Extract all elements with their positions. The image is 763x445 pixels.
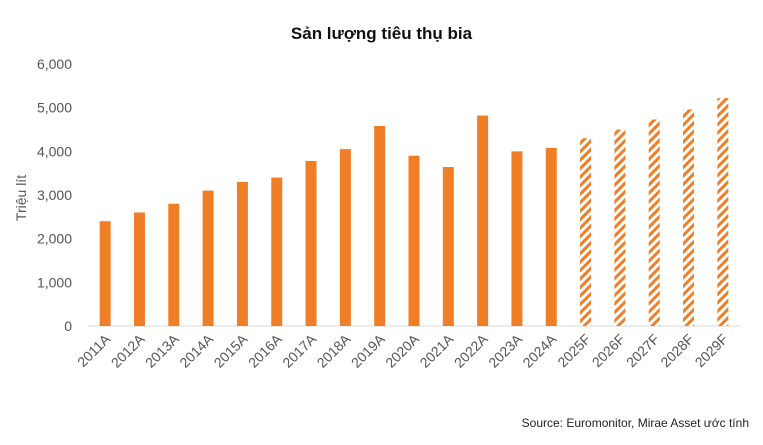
source-note: Source: Euromonitor, Mirae Asset ước tín… — [521, 416, 749, 430]
x-tick-label: 2026F — [589, 331, 628, 370]
bar-2017A — [305, 160, 317, 326]
x-tick-label: 2025F — [554, 331, 593, 370]
bar-2014A — [202, 190, 214, 326]
x-tick-label: 2015A — [211, 330, 251, 370]
y-tick-label: 4,000 — [37, 143, 72, 159]
bar-2018A — [339, 149, 351, 326]
x-tick-label: 2016A — [245, 330, 285, 370]
bar-2020A — [408, 155, 420, 326]
x-tick-label: 2022A — [451, 330, 491, 370]
y-tick-label: 5,000 — [37, 100, 72, 116]
x-tick-label: 2029F — [692, 331, 731, 370]
x-tick-label: 2011A — [74, 330, 114, 370]
x-tick-label: 2017A — [279, 330, 319, 370]
bar-2021A — [442, 167, 454, 326]
bar-2013A — [168, 203, 180, 326]
bar-forecast-2029F — [717, 98, 729, 326]
x-tick-label: 2013A — [142, 330, 182, 370]
y-tick-label: 6,000 — [37, 56, 72, 72]
bar-forecast-2025F — [580, 138, 592, 326]
chart-title: Sản lượng tiêu thụ bia — [290, 24, 473, 43]
x-tick-label: 2012A — [108, 330, 148, 370]
bar-forecast-2027F — [648, 119, 660, 326]
x-tick-label: 2021A — [416, 330, 456, 370]
bar-2015A — [236, 181, 248, 326]
x-tick-label: 2027F — [623, 331, 662, 370]
x-tick-label: 2020A — [382, 330, 422, 370]
x-tick-label: 2024A — [519, 330, 559, 370]
bar-2016A — [271, 177, 283, 326]
bar-2011A — [99, 221, 111, 326]
x-tick-label: 2023A — [485, 330, 525, 370]
bar-2022A — [477, 115, 489, 326]
bar-forecast-2028F — [683, 109, 695, 326]
x-tick-label: 2019A — [348, 330, 388, 370]
y-tick-label: 3,000 — [37, 187, 72, 203]
x-tick-label: 2014A — [176, 330, 216, 370]
y-tick-label: 1,000 — [37, 274, 72, 290]
bar-2024A — [545, 147, 557, 326]
bar-forecast-2026F — [614, 129, 626, 326]
y-tick-label: 0 — [64, 318, 72, 334]
bar-2019A — [374, 126, 386, 326]
bar-2012A — [133, 212, 145, 326]
x-tick-label: 2028F — [657, 331, 696, 370]
x-tick-label: 2018A — [314, 330, 354, 370]
y-tick-label: 2,000 — [37, 231, 72, 247]
bar-2023A — [511, 151, 523, 326]
